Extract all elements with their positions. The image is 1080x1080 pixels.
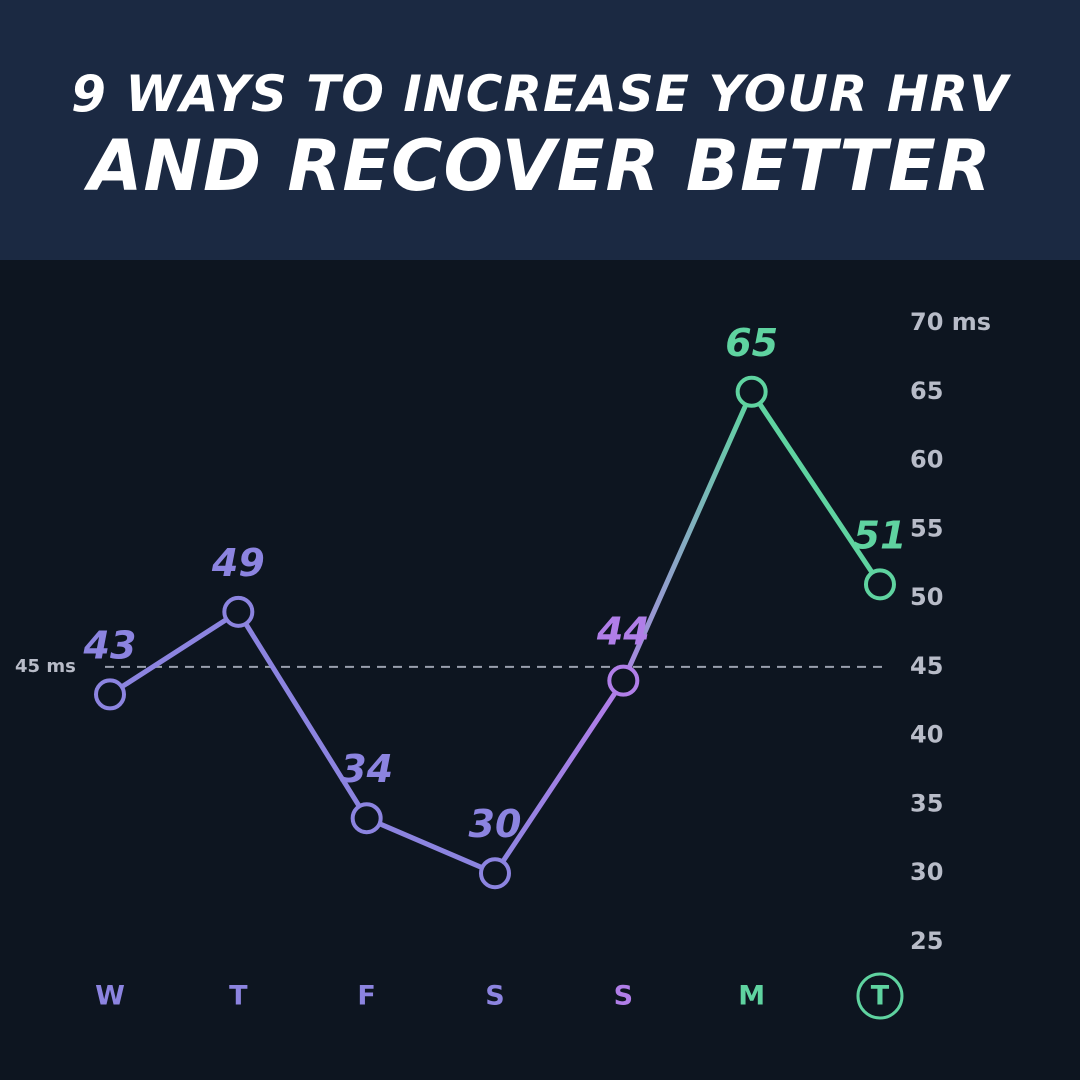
data-point-marker bbox=[94, 678, 126, 711]
hrv-series bbox=[94, 375, 896, 890]
header-banner: 9 WAYS TO INCREASE YOUR HRV AND RECOVER … bbox=[0, 0, 1080, 260]
data-label: 30 bbox=[469, 802, 522, 846]
reference-line-label: 45 ms bbox=[15, 656, 76, 677]
x-tick-label: W bbox=[95, 981, 125, 1012]
y-tick-label: 35 bbox=[910, 789, 943, 817]
reference-line-group: 45 ms bbox=[15, 656, 888, 677]
y-tick-label: 70 ms bbox=[910, 308, 991, 336]
y-tick-label: 55 bbox=[910, 514, 943, 542]
data-label: 34 bbox=[340, 747, 393, 791]
y-tick-label: 45 bbox=[910, 652, 943, 680]
y-tick-label: 60 bbox=[910, 446, 943, 474]
title-line-2: AND RECOVER BETTER bbox=[88, 125, 992, 207]
y-tick-label: 40 bbox=[910, 721, 943, 749]
y-axis: 70 ms 65 60 55 50 45 40 35 30 25 bbox=[910, 308, 991, 955]
y-tick-label: 25 bbox=[910, 927, 943, 955]
data-point-marker bbox=[863, 568, 896, 601]
data-labels: 43 49 34 30 44 65 51 bbox=[83, 321, 907, 846]
x-tick-label: F bbox=[357, 981, 375, 1012]
x-tick-label: S bbox=[614, 981, 633, 1012]
today-highlight-ring bbox=[856, 972, 904, 1020]
x-tick-label: S bbox=[485, 981, 504, 1012]
data-point-marker bbox=[735, 375, 768, 408]
data-label: 65 bbox=[725, 321, 778, 365]
y-tick-label: 65 bbox=[910, 377, 943, 405]
data-label: 49 bbox=[211, 541, 265, 585]
data-point-marker bbox=[478, 857, 511, 890]
data-point-marker bbox=[607, 664, 640, 697]
y-tick-label: 50 bbox=[910, 583, 943, 611]
data-point-marker bbox=[350, 802, 383, 835]
y-tick-label: 30 bbox=[910, 858, 943, 886]
x-tick-label: T bbox=[871, 981, 890, 1012]
x-tick-label: T bbox=[229, 981, 248, 1012]
data-label: 51 bbox=[854, 513, 907, 557]
data-label: 43 bbox=[83, 623, 137, 667]
data-label: 44 bbox=[596, 610, 650, 654]
series-line bbox=[107, 389, 883, 876]
x-tick-label: M bbox=[738, 981, 765, 1012]
data-point-marker bbox=[222, 595, 255, 628]
title-line-1: 9 WAYS TO INCREASE YOUR HRV bbox=[71, 65, 1009, 123]
